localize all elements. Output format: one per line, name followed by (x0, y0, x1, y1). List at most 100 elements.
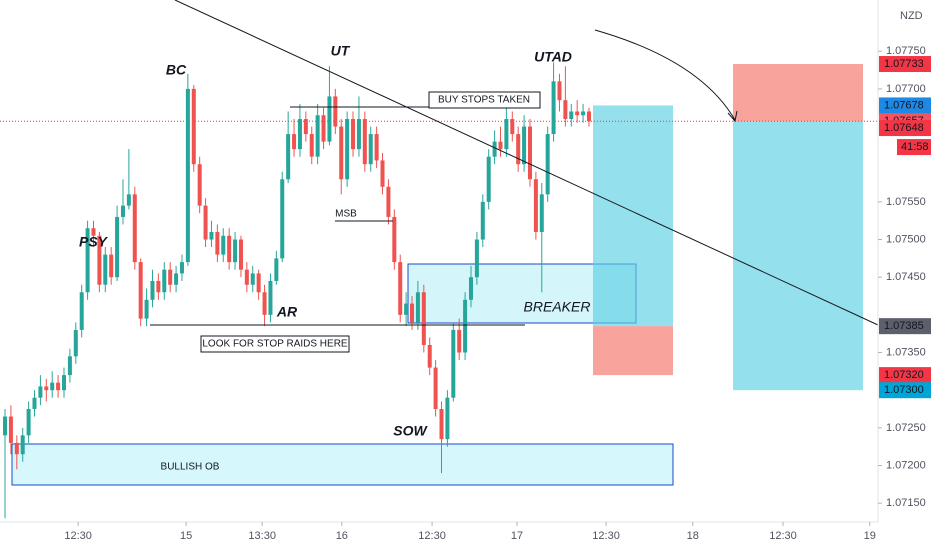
candle-body (197, 164, 202, 206)
candle-body (339, 126, 344, 180)
candle-body (504, 119, 509, 150)
candle-body (486, 156, 491, 202)
price-badge (879, 97, 931, 114)
candle-body (404, 303, 409, 315)
candle-body (321, 115, 326, 142)
x-tick-label: 15 (180, 530, 192, 542)
candle-body (498, 141, 503, 150)
price-badge (879, 382, 931, 399)
candle-body (315, 115, 320, 157)
candle-body (386, 186, 391, 217)
candle-body (20, 435, 25, 455)
candle-body (227, 235, 232, 263)
candle-body (120, 205, 125, 217)
annotation: BREAKER (524, 299, 591, 315)
price-badge-label: 1.07678 (884, 99, 924, 111)
candle-body (510, 119, 515, 135)
annotation: AR (276, 304, 298, 320)
candle-body (286, 134, 291, 180)
annotation: BULLISH OB (161, 462, 220, 473)
price-badge-label: 1.07300 (884, 384, 924, 396)
candle-body (209, 232, 214, 240)
candle-body (480, 201, 485, 240)
candle-body (138, 262, 143, 319)
candle-body (56, 382, 61, 391)
candle-body (73, 329, 78, 357)
candle-body (215, 232, 220, 255)
buy-stops-box (428, 91, 541, 109)
candle-body (451, 329, 456, 398)
price-badge (879, 367, 931, 384)
candle-body (410, 303, 415, 323)
x-tick-label: 18 (687, 530, 699, 542)
price-badge (879, 56, 931, 73)
candle-body (557, 81, 562, 101)
y-tick-label: 1.07350 (886, 346, 926, 358)
currency-label: NZD (900, 10, 923, 22)
candle-body (132, 194, 137, 263)
loss-zone (593, 326, 673, 376)
candle-body (569, 111, 574, 120)
x-tick-label: 16 (336, 530, 348, 542)
candle-body (44, 386, 49, 391)
candles (3, 62, 591, 519)
candle-body (174, 273, 179, 285)
y-tick-label: 1.07200 (886, 459, 926, 471)
arrow-head (727, 110, 738, 123)
candle-body (527, 126, 532, 180)
annotation: BC (166, 62, 187, 78)
x-tick-label: 12:30 (64, 530, 92, 542)
candle-body (362, 119, 367, 165)
annotation: MSB (335, 209, 357, 220)
candle-body (309, 134, 314, 157)
candle-body (79, 292, 84, 330)
candle-body (292, 134, 297, 150)
candle-body (85, 228, 90, 293)
candle-body (26, 409, 31, 436)
y-tick-label: 1.07550 (886, 196, 926, 208)
candle-body (50, 382, 55, 391)
candle-body (368, 134, 373, 165)
candle-body (150, 280, 155, 300)
price-badge (879, 318, 931, 335)
candle-body (156, 280, 161, 293)
candle-body (433, 367, 438, 410)
annotation: UTAD (534, 49, 572, 65)
candle-body (250, 273, 255, 285)
profit-zone (593, 105, 673, 327)
x-tick-label: 12:30 (592, 530, 620, 542)
candle-body (103, 254, 108, 285)
x-tick-label: 13:30 (248, 530, 276, 542)
candle-body (61, 375, 67, 391)
annotation: LOOK FOR STOP RAIDS HERE (202, 339, 348, 350)
x-tick-label: 12:30 (418, 530, 446, 542)
candle-body (233, 239, 238, 263)
price-badge-label: 1.07385 (884, 320, 924, 332)
candle-body (398, 262, 403, 315)
candle-body (109, 254, 114, 278)
candle-body (439, 409, 444, 440)
x-tick-label: 17 (511, 530, 523, 542)
candle-body (191, 88, 196, 165)
candle-body (8, 416, 13, 443)
candle-body (244, 269, 249, 285)
y-tick-label: 1.07500 (886, 233, 926, 245)
y-tick-label: 1.07700 (886, 83, 926, 95)
candle-body (457, 329, 462, 353)
y-tick-label: 1.07450 (886, 271, 926, 283)
trend-line (174, 0, 879, 326)
countdown-badge (897, 139, 931, 156)
candle-body (256, 273, 261, 293)
candle-body (14, 442, 19, 455)
candle-body (356, 119, 361, 150)
candle-body (522, 126, 527, 165)
candle-body (238, 239, 243, 270)
candle-body (179, 262, 184, 274)
candle-body (463, 299, 468, 353)
price-badge-label: 1.07320 (884, 369, 924, 381)
candle-body (421, 292, 426, 345)
candle-body (67, 356, 72, 376)
candle-body (516, 134, 521, 165)
candle-body (144, 299, 149, 319)
